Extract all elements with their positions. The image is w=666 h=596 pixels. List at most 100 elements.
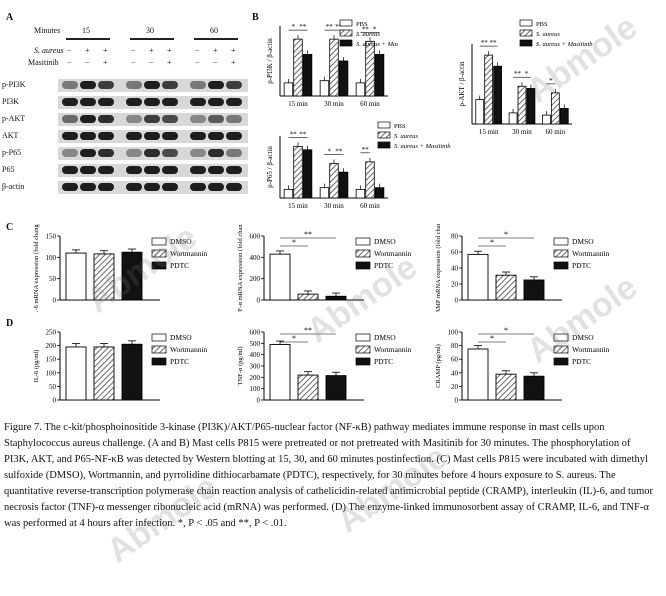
treatment-mark: +	[167, 46, 172, 55]
legend-label: S. aureus	[356, 31, 380, 38]
blot-band	[208, 115, 224, 123]
y-tick-label: 600	[250, 329, 261, 337]
treatment-mark: −	[195, 58, 200, 67]
y-tick-label: 300	[250, 363, 261, 371]
y-axis-label: IL-6 (pg/ml)	[33, 350, 40, 383]
legend-swatch	[378, 142, 390, 148]
bar	[94, 254, 114, 300]
blot-band	[162, 81, 178, 89]
chart-cramp-mrna: 020406080CRAMP mRNA expression (fold cha…	[424, 224, 624, 312]
blot-row: p-AKT	[0, 112, 210, 127]
y-tick-label: 0	[257, 297, 261, 305]
bar	[356, 83, 365, 96]
legend-label: Wortmannin	[572, 249, 610, 258]
legend-label: S. aureus	[536, 31, 560, 38]
y-tick-label: 60	[451, 356, 459, 364]
treatment-mark: +	[85, 46, 90, 55]
significance-star: *	[504, 326, 508, 335]
blot-band	[162, 149, 178, 157]
blot-band	[226, 115, 242, 123]
treatment-mark: +	[149, 46, 154, 55]
legend-label: PDTC	[572, 357, 591, 366]
legend-label: PDTC	[170, 357, 189, 366]
treatment-mark: −	[213, 58, 218, 67]
blot-band	[226, 149, 242, 157]
legend-swatch	[152, 262, 166, 269]
blot-band	[226, 183, 242, 191]
time-group-line	[66, 38, 110, 40]
blot-band	[144, 132, 160, 140]
blot-band	[98, 149, 114, 157]
blot-band	[62, 149, 78, 157]
bar	[294, 39, 303, 96]
legend-label: Wortmannin	[170, 249, 208, 258]
y-axis-label: TNF-α (pg/ml)	[237, 347, 244, 386]
blot-row: AKT	[0, 129, 210, 144]
y-tick-label: 80	[451, 342, 459, 350]
bar	[524, 280, 544, 300]
bar	[270, 254, 290, 300]
treatment-mark: −	[149, 58, 154, 67]
bar	[496, 275, 516, 300]
blot-band	[126, 149, 142, 157]
x-tick-label: 15 min	[288, 202, 308, 210]
blot-row: P65	[0, 163, 210, 178]
blot-band	[62, 183, 78, 191]
legend-label: PBS	[536, 21, 548, 28]
blot-band	[62, 115, 78, 123]
legend-swatch	[340, 30, 352, 36]
bar	[326, 296, 346, 300]
blot-band	[226, 81, 242, 89]
blot-band	[162, 183, 178, 191]
y-tick-label: 200	[250, 374, 261, 382]
legend-swatch	[152, 250, 166, 257]
panel-letter-c: C	[6, 222, 13, 233]
y-tick-label: 600	[250, 233, 261, 241]
blot-band	[80, 115, 96, 123]
y-axis-label: TNF-α mRNA expression (fold change)	[237, 224, 244, 312]
legend-label: PBS	[394, 123, 406, 130]
x-tick-label: 15 min	[479, 128, 499, 136]
blot-band	[208, 166, 224, 174]
blot-row: PI3K	[0, 95, 210, 110]
legend-label: S. aureus + Masitinib	[394, 143, 451, 150]
y-tick-label: 50	[49, 275, 57, 283]
legend-swatch	[554, 334, 568, 341]
y-tick-label: 0	[257, 397, 261, 405]
significance-star: **	[490, 39, 498, 47]
blot-row-label: p-AKT	[2, 114, 54, 123]
chart-tnf-mrna: 0200400600TNF-α mRNA expression (fold ch…	[226, 224, 426, 312]
significance-star: *	[292, 238, 296, 247]
legend-label: DMSO	[170, 333, 192, 342]
legend-label: Wortmannin	[374, 249, 412, 258]
legend-swatch	[356, 262, 370, 269]
significance-star: **	[299, 23, 307, 31]
bar	[356, 189, 365, 198]
legend-label: Wortmannin	[374, 345, 412, 354]
y-tick-label: 40	[451, 265, 459, 273]
y-tick-label: 500	[250, 340, 261, 348]
bar	[366, 162, 375, 198]
blot-band	[98, 183, 114, 191]
legend-label: S. aureus	[394, 133, 418, 140]
treatment-mark: +	[103, 58, 108, 67]
blot-row: p-PI3K	[0, 78, 210, 93]
blot-band	[144, 166, 160, 174]
legend-swatch	[520, 40, 532, 46]
s-aureus-label: S. aureus	[34, 46, 63, 55]
blot-band	[126, 166, 142, 174]
bar	[284, 83, 293, 96]
bar	[524, 376, 544, 400]
blot-band	[190, 132, 206, 140]
blot-band	[98, 98, 114, 106]
blot-band	[126, 81, 142, 89]
significance-star: *	[504, 230, 508, 239]
bar	[375, 188, 384, 198]
y-tick-label: 200	[46, 342, 57, 350]
blot-band	[162, 166, 178, 174]
blot-band	[80, 132, 96, 140]
blot-band	[144, 81, 160, 89]
legend-label: S. aureus + Masitinib	[356, 41, 398, 48]
legend-swatch	[356, 358, 370, 365]
legend-swatch	[152, 334, 166, 341]
